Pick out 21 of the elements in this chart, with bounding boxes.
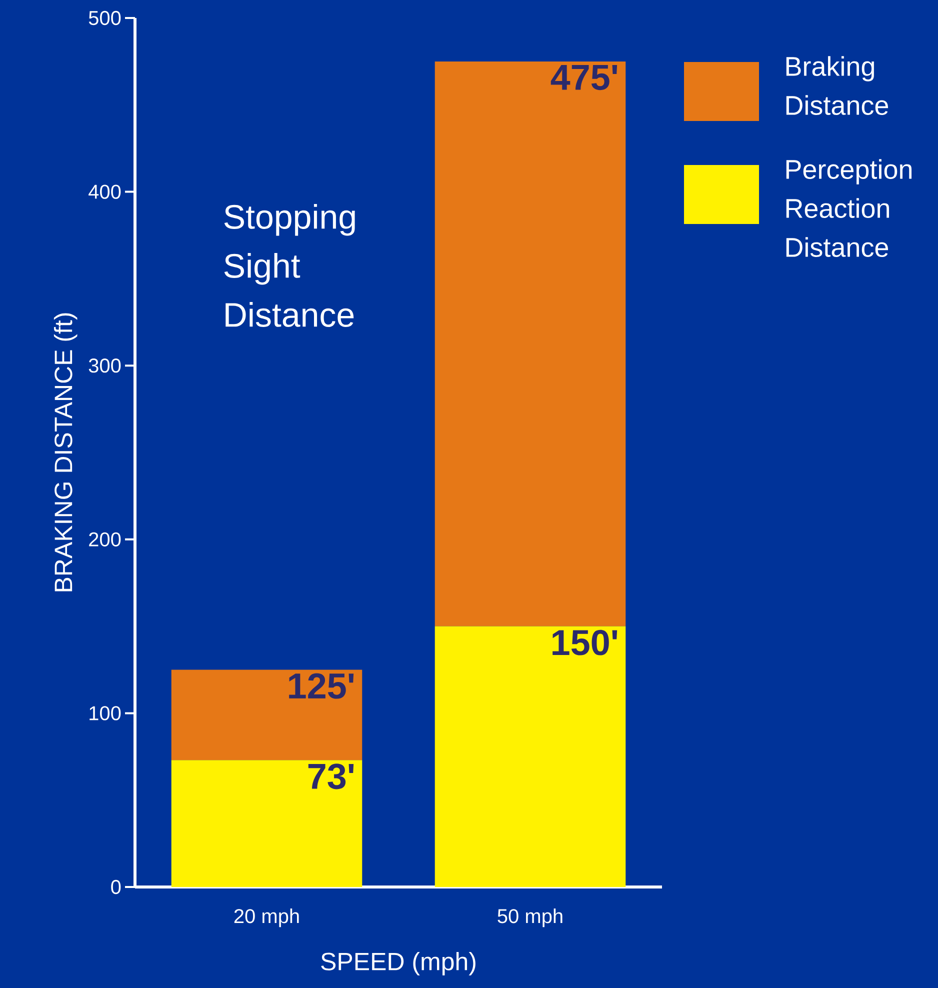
y-tick-label: 200 bbox=[89, 532, 121, 546]
y-tick-label: 400 bbox=[88, 184, 121, 199]
legend-label: Braking Distance bbox=[786, 56, 888, 116]
y-tick-label: 0 bbox=[111, 880, 121, 894]
bar bbox=[171, 760, 362, 887]
x-tick-label: 50 mph bbox=[498, 908, 562, 928]
x-tick-label: 20 mph bbox=[234, 908, 299, 928]
x-axis-title: SPEED (mph) bbox=[321, 952, 476, 976]
bar bbox=[171, 670, 362, 760]
y-tick-label: 500 bbox=[88, 10, 121, 26]
y-tick-label: 300 bbox=[88, 358, 121, 373]
bar bbox=[434, 61, 626, 626]
data-label: 73' bbox=[308, 764, 354, 790]
total-label: 125' bbox=[289, 673, 354, 699]
y-tick-label: 100 bbox=[90, 706, 121, 720]
bar bbox=[434, 626, 626, 887]
total-label: 475' bbox=[550, 64, 618, 90]
legend-label: Perception Reaction Distance bbox=[786, 159, 912, 258]
y-axis-title: BRAKING DISTANCE (ft) bbox=[54, 313, 78, 592]
data-label: 150' bbox=[552, 630, 618, 656]
annotation: Stopping Sight Distance bbox=[224, 204, 355, 327]
